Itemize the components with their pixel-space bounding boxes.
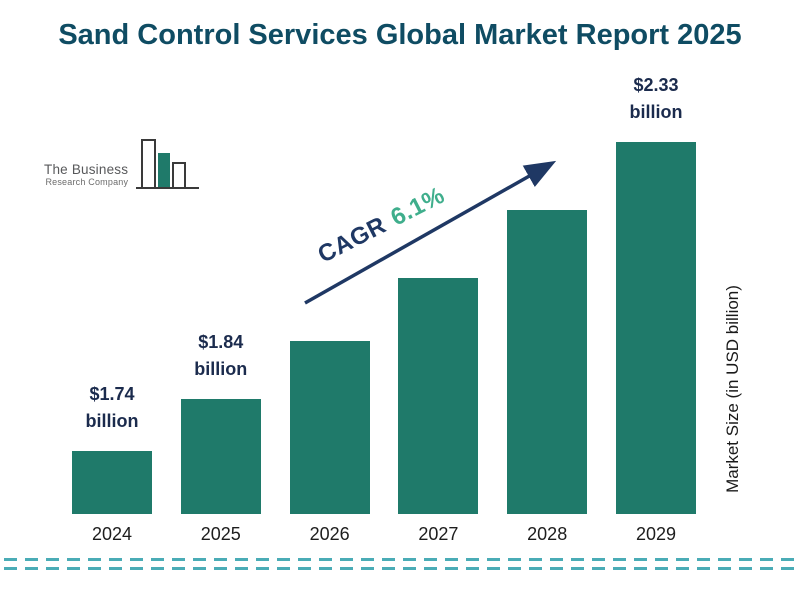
chart-area: $1.74 billion 2024 $1.84 billion 2025 2026 20… — [72, 75, 696, 545]
x-axis-label: 2025 — [200, 524, 241, 544]
bottom-dashed-divider — [4, 567, 796, 570]
bar-column: $1.84 billion 2025 — [180, 329, 261, 545]
bottom-dashed-divider — [4, 558, 796, 561]
x-axis-label: 2026 — [309, 524, 350, 544]
bar — [289, 341, 370, 514]
bar-column: 2028 — [507, 194, 588, 545]
bar — [615, 142, 696, 514]
y-axis-label: Market Size (in USD billion) — [723, 285, 742, 493]
company-logo: The Business Research Company — [44, 138, 201, 192]
bar-chart-logo-icon — [136, 139, 200, 189]
bar-column: $1.74 billion 2024 — [72, 381, 152, 545]
page-title: Sand Control Services Global Market Repo… — [58, 19, 742, 51]
bar — [180, 399, 261, 514]
x-axis-label: 2029 — [635, 524, 676, 544]
company-logo-text: The Business Research Company — [44, 162, 128, 187]
bar-column: $2.33 billion 2029 — [615, 72, 696, 545]
bar — [72, 451, 152, 514]
bar — [507, 210, 588, 514]
x-axis-label: 2027 — [418, 524, 459, 544]
bar-value-label: $1.84 billion — [194, 332, 248, 379]
company-name-line2: Research Company — [45, 177, 129, 187]
x-axis-label: 2028 — [527, 524, 568, 544]
bar-column: 2027 — [398, 262, 479, 545]
bar-value-label: $1.74 billion — [85, 384, 139, 431]
bar-columns: $1.74 billion 2024 $1.84 billion 2025 2026 20… — [72, 75, 696, 545]
bar-value-label: $2.33 billion — [629, 75, 683, 122]
company-name-line1: The Business — [44, 162, 129, 177]
bar — [398, 278, 479, 514]
growth-arrow-icon — [304, 160, 557, 305]
x-axis-label: 2024 — [91, 524, 133, 544]
bar-column: 2026 — [289, 325, 370, 545]
